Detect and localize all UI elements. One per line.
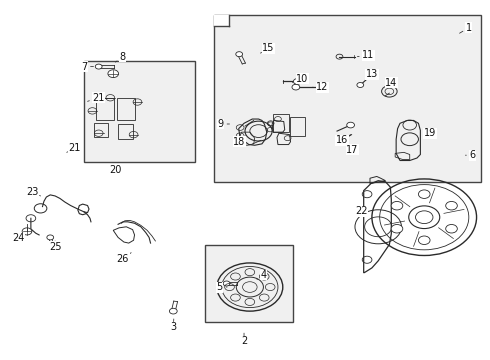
Circle shape	[391, 225, 403, 233]
Circle shape	[96, 64, 102, 69]
Bar	[94, 122, 108, 138]
Text: 11: 11	[357, 50, 375, 60]
Circle shape	[22, 228, 32, 235]
Text: 16: 16	[336, 135, 351, 145]
Text: 13: 13	[365, 69, 378, 80]
Text: 17: 17	[346, 145, 359, 155]
Text: 24: 24	[12, 234, 24, 243]
Circle shape	[391, 202, 403, 210]
Text: 23: 23	[26, 188, 41, 197]
Circle shape	[223, 281, 230, 286]
Circle shape	[170, 308, 177, 314]
Bar	[290, 117, 305, 136]
Circle shape	[416, 211, 433, 224]
Text: 26: 26	[117, 253, 131, 264]
Circle shape	[347, 122, 354, 128]
Bar	[96, 99, 114, 121]
Bar	[214, 15, 481, 182]
Circle shape	[357, 82, 364, 87]
Bar	[84, 60, 195, 162]
Circle shape	[418, 190, 430, 198]
Text: 12: 12	[313, 82, 329, 92]
Text: 15: 15	[261, 43, 274, 53]
Text: 2: 2	[241, 333, 247, 346]
Text: 3: 3	[170, 319, 176, 332]
Text: 22: 22	[355, 206, 368, 216]
Bar	[117, 99, 135, 121]
Bar	[205, 245, 294, 323]
Circle shape	[446, 225, 457, 233]
Text: 1: 1	[460, 23, 472, 33]
Text: 5: 5	[217, 282, 227, 292]
Circle shape	[409, 206, 440, 229]
Text: 21: 21	[88, 93, 105, 103]
Text: 10: 10	[293, 74, 308, 84]
Text: 21: 21	[67, 143, 81, 153]
Circle shape	[292, 84, 300, 90]
Text: 4: 4	[257, 270, 267, 280]
Circle shape	[236, 52, 243, 57]
Text: 9: 9	[218, 119, 229, 129]
Circle shape	[294, 78, 301, 84]
Bar	[273, 114, 289, 132]
Text: 18: 18	[233, 136, 246, 147]
Bar	[118, 124, 133, 139]
Circle shape	[446, 202, 457, 210]
Text: 7: 7	[81, 62, 94, 72]
Text: 19: 19	[423, 128, 436, 138]
Polygon shape	[214, 15, 229, 26]
Text: 25: 25	[49, 241, 61, 252]
Circle shape	[418, 236, 430, 244]
Circle shape	[108, 70, 119, 77]
Text: 14: 14	[385, 77, 397, 87]
Text: 20: 20	[109, 165, 122, 175]
Text: 8: 8	[116, 51, 126, 62]
Text: 6: 6	[466, 150, 476, 160]
Circle shape	[47, 235, 53, 240]
